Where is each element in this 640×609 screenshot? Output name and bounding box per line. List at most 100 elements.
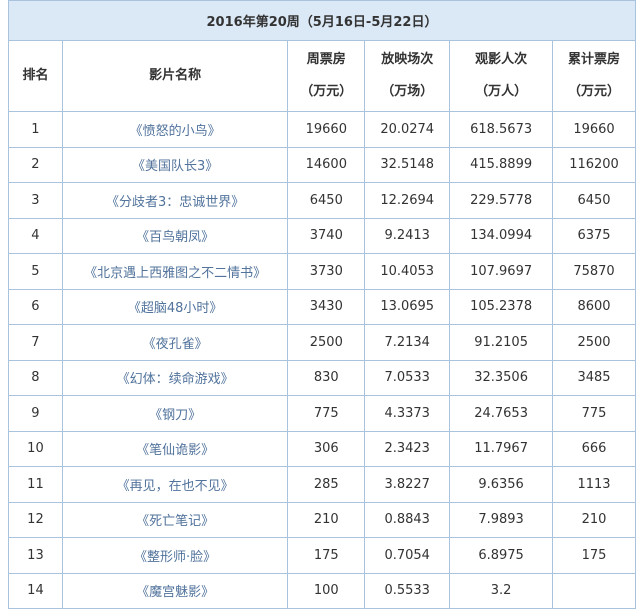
table-row: 10 《笔仙诡影》 306 2.3423 11.7967 666 xyxy=(8,430,636,467)
movie-name: 《魔宫魅影》 xyxy=(61,572,289,609)
cell: 830 xyxy=(287,359,366,396)
header-line: 累计票房 xyxy=(568,52,621,67)
cell: 775 xyxy=(552,395,636,432)
cell: 32.5148 xyxy=(364,146,451,183)
cell: 0.5533 xyxy=(364,572,451,609)
cell: 175 xyxy=(552,537,636,574)
table-row: 8 《幻体：续命游戏》 830 7.0533 32.3506 3485 xyxy=(8,359,636,396)
cell: 1113 xyxy=(552,466,636,503)
header-line: 观影人次 xyxy=(475,52,528,67)
table-row: 2 《美国队长3》 14600 32.5148 415.8899 116200 xyxy=(8,146,636,183)
cell: 13.0695 xyxy=(364,288,451,325)
cell: 116200 xyxy=(552,146,636,183)
cell: 14 xyxy=(8,572,63,609)
movie-name: 《分歧者3：忠诚世界》 xyxy=(61,182,289,219)
cell: 14600 xyxy=(287,146,366,183)
movie-name: 《百鸟朝凤》 xyxy=(61,217,289,254)
cell: 7.9893 xyxy=(449,501,554,538)
table-row: 1 《愤怒的小鸟》 19660 20.0274 618.5673 19660 xyxy=(8,111,636,148)
cell: 10.4053 xyxy=(364,253,451,290)
table-row: 4 《百鸟朝凤》 3740 9.2413 134.0994 6375 xyxy=(8,217,636,254)
cell: 229.5778 xyxy=(449,182,554,219)
cell: 8 xyxy=(8,359,63,396)
table-row: 5 《北京遇上西雅图之不二情书》 3730 10.4053 107.9697 75870 xyxy=(8,253,636,290)
cell: 618.5673 xyxy=(449,111,554,148)
cell: 100 xyxy=(287,572,366,609)
cell: 9.6356 xyxy=(449,466,554,503)
cell: 12 xyxy=(8,501,63,538)
cell: 175 xyxy=(287,537,366,574)
cell: 3.2 xyxy=(449,572,554,609)
cell: 3740 xyxy=(287,217,366,254)
cell: 7.2134 xyxy=(364,324,451,361)
table-body: 1 《愤怒的小鸟》 19660 20.0274 618.5673 19660 2 《美国队长3… xyxy=(8,111,636,609)
cell: 2500 xyxy=(287,324,366,361)
header-line: 排名 xyxy=(22,68,49,83)
box-office-table: 2016年第20周（5月16日-5月22日） 排名 影片名称 周票房 （万元） 放映场次… xyxy=(8,0,636,609)
cell: 6.8975 xyxy=(449,537,554,574)
cell: 105.2378 xyxy=(449,288,554,325)
header-cell: 周票房 （万元） xyxy=(287,40,366,112)
header-line: 周票房 xyxy=(306,52,346,67)
cell: 4 xyxy=(8,217,63,254)
table-title: 2016年第20周（5月16日-5月22日） xyxy=(8,0,636,41)
cell: 9 xyxy=(8,395,63,432)
cell: 75870 xyxy=(552,253,636,290)
cell: 6 xyxy=(8,288,63,325)
movie-name: 《幻体：续命游戏》 xyxy=(61,359,289,396)
header-cell: 观影人次 （万人） xyxy=(449,40,554,112)
cell: 7 xyxy=(8,324,63,361)
cell: 6450 xyxy=(552,182,636,219)
cell: 19660 xyxy=(287,111,366,148)
cell: 3730 xyxy=(287,253,366,290)
cell: 3 xyxy=(8,182,63,219)
header-row: 排名 影片名称 周票房 （万元） 放映场次 （万场） 观影人次 （万人） 累计票房 （万元） xyxy=(8,40,636,112)
header-cell: 累计票房 （万元） xyxy=(552,40,636,112)
movie-name: 《笔仙诡影》 xyxy=(61,430,289,467)
cell: 8600 xyxy=(552,288,636,325)
cell: 3485 xyxy=(552,359,636,396)
movie-name: 《夜孔雀》 xyxy=(61,324,289,361)
table-row: 7 《夜孔雀》 2500 7.2134 91.2105 2500 xyxy=(8,324,636,361)
cell: 19660 xyxy=(552,111,636,148)
header-line: （万场） xyxy=(381,84,434,99)
cell: 2500 xyxy=(552,324,636,361)
movie-name: 《死亡笔记》 xyxy=(61,501,289,538)
cell: 91.2105 xyxy=(449,324,554,361)
cell: 12.2694 xyxy=(364,182,451,219)
cell: 24.7653 xyxy=(449,395,554,432)
table-row: 14 《魔宫魅影》 100 0.5533 3.2 xyxy=(8,572,636,609)
cell: 20.0274 xyxy=(364,111,451,148)
movie-name: 《钢刀》 xyxy=(61,395,289,432)
header-line: （万人） xyxy=(475,84,528,99)
cell: 2.3423 xyxy=(364,430,451,467)
header-line: 放映场次 xyxy=(381,52,434,67)
cell: 134.0994 xyxy=(449,217,554,254)
cell: 9.2413 xyxy=(364,217,451,254)
table-row: 12 《死亡笔记》 210 0.8843 7.9893 210 xyxy=(8,501,636,538)
table-row: 9 《钢刀》 775 4.3373 24.7653 775 xyxy=(8,395,636,432)
cell: 0.8843 xyxy=(364,501,451,538)
cell: 11 xyxy=(8,466,63,503)
cell: 0.7054 xyxy=(364,537,451,574)
cell: 7.0533 xyxy=(364,359,451,396)
header-line: （万元） xyxy=(300,84,353,99)
header-cell: 影片名称 xyxy=(61,40,289,112)
cell: 10 xyxy=(8,430,63,467)
movie-name: 《超脑48小时》 xyxy=(61,288,289,325)
cell: 306 xyxy=(287,430,366,467)
cell: 775 xyxy=(287,395,366,432)
cell: 3430 xyxy=(287,288,366,325)
header-cell: 排名 xyxy=(8,40,63,112)
movie-name: 《再见，在也不见》 xyxy=(61,466,289,503)
table-row: 13 《整形师·脸》 175 0.7054 6.8975 175 xyxy=(8,537,636,574)
header-line: （万元） xyxy=(568,84,621,99)
header-line: 影片名称 xyxy=(149,68,202,83)
cell: 5 xyxy=(8,253,63,290)
cell: 666 xyxy=(552,430,636,467)
cell: 210 xyxy=(287,501,366,538)
cell: 210 xyxy=(552,501,636,538)
cell: 2 xyxy=(8,146,63,183)
title-row: 2016年第20周（5月16日-5月22日） xyxy=(8,0,636,41)
